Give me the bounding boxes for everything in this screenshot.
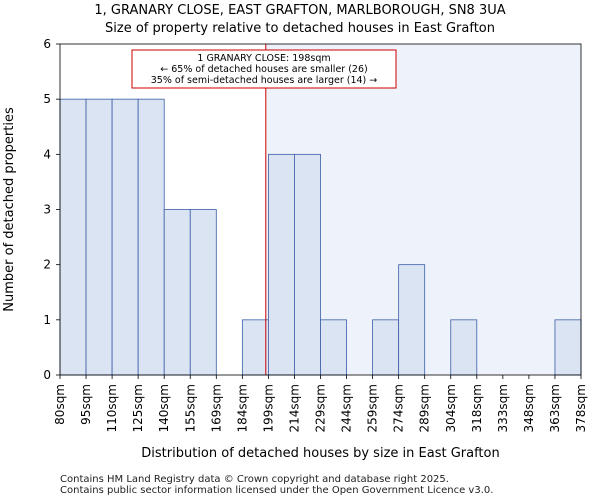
- x-tick-label: 214sqm: [287, 384, 301, 432]
- x-tick-label: 125sqm: [131, 384, 145, 432]
- y-tick-label: 1: [43, 313, 51, 327]
- histogram-bar: [241, 319, 269, 376]
- histogram-bar: [450, 319, 478, 376]
- x-tick-label: 184sqm: [235, 384, 249, 432]
- x-tick-label: 80sqm: [53, 384, 67, 425]
- chart-title: 1, GRANARY CLOSE, EAST GRAFTON, MARLBORO…: [94, 3, 506, 18]
- x-axis-label: Distribution of detached houses by size …: [141, 446, 499, 461]
- histogram-bar: [267, 153, 295, 376]
- histogram-bar: [111, 98, 139, 376]
- y-tick-label: 4: [43, 147, 51, 161]
- histogram-bar: [137, 98, 165, 376]
- annotation-line: 35% of semi-detached houses are larger (…: [151, 75, 378, 86]
- annotation-box: [131, 49, 397, 89]
- histogram-bar: [372, 319, 400, 376]
- x-tick-label: 155sqm: [183, 384, 197, 432]
- y-tick-label: 6: [43, 37, 51, 51]
- histogram-bar: [294, 153, 321, 376]
- x-tick-label: 259sqm: [366, 384, 380, 432]
- x-tick-label: 229sqm: [314, 384, 328, 432]
- marker-annotation: 1 GRANARY CLOSE: 198sqm← 65% of detached…: [131, 49, 397, 89]
- x-tick-label: 140sqm: [157, 384, 171, 432]
- histogram-bar: [59, 98, 87, 376]
- y-tick-label: 3: [43, 203, 51, 217]
- annotation-line: ← 65% of detached houses are smaller (26…: [160, 64, 367, 75]
- histogram-bar: [554, 319, 582, 376]
- x-tick-label: 244sqm: [340, 384, 354, 432]
- histogram-bar: [189, 209, 217, 376]
- footer-licence: Contains public sector information licen…: [60, 485, 494, 496]
- x-tick-label: 333sqm: [496, 384, 510, 432]
- x-tick-label: 363sqm: [548, 384, 562, 432]
- x-tick-label: 110sqm: [105, 384, 119, 432]
- y-axis-label: Number of detached properties: [2, 107, 17, 312]
- x-tick-label: 169sqm: [209, 384, 223, 432]
- chart-subtitle: Size of property relative to detached ho…: [105, 21, 495, 36]
- x-tick-label: 318sqm: [470, 384, 484, 432]
- x-tick-label: 199sqm: [261, 384, 275, 432]
- x-tick-label: 378sqm: [574, 384, 588, 432]
- annotation-line: 1 GRANARY CLOSE: 198sqm: [197, 53, 330, 64]
- y-tick-label: 5: [43, 92, 51, 106]
- x-tick-label: 95sqm: [79, 384, 93, 425]
- y-tick-label: 2: [43, 258, 51, 272]
- x-tick-label: 274sqm: [392, 384, 406, 432]
- y-tick-label: 0: [43, 368, 51, 382]
- histogram-bar: [85, 98, 113, 376]
- footer-copyright: Contains HM Land Registry data © Crown c…: [60, 474, 449, 485]
- x-tick-label: 304sqm: [444, 384, 458, 432]
- histogram-bar: [320, 319, 347, 376]
- x-tick-label: 348sqm: [522, 384, 536, 432]
- histogram-bar: [163, 209, 191, 376]
- histogram-bar: [398, 264, 426, 376]
- x-tick-label: 289sqm: [418, 384, 432, 432]
